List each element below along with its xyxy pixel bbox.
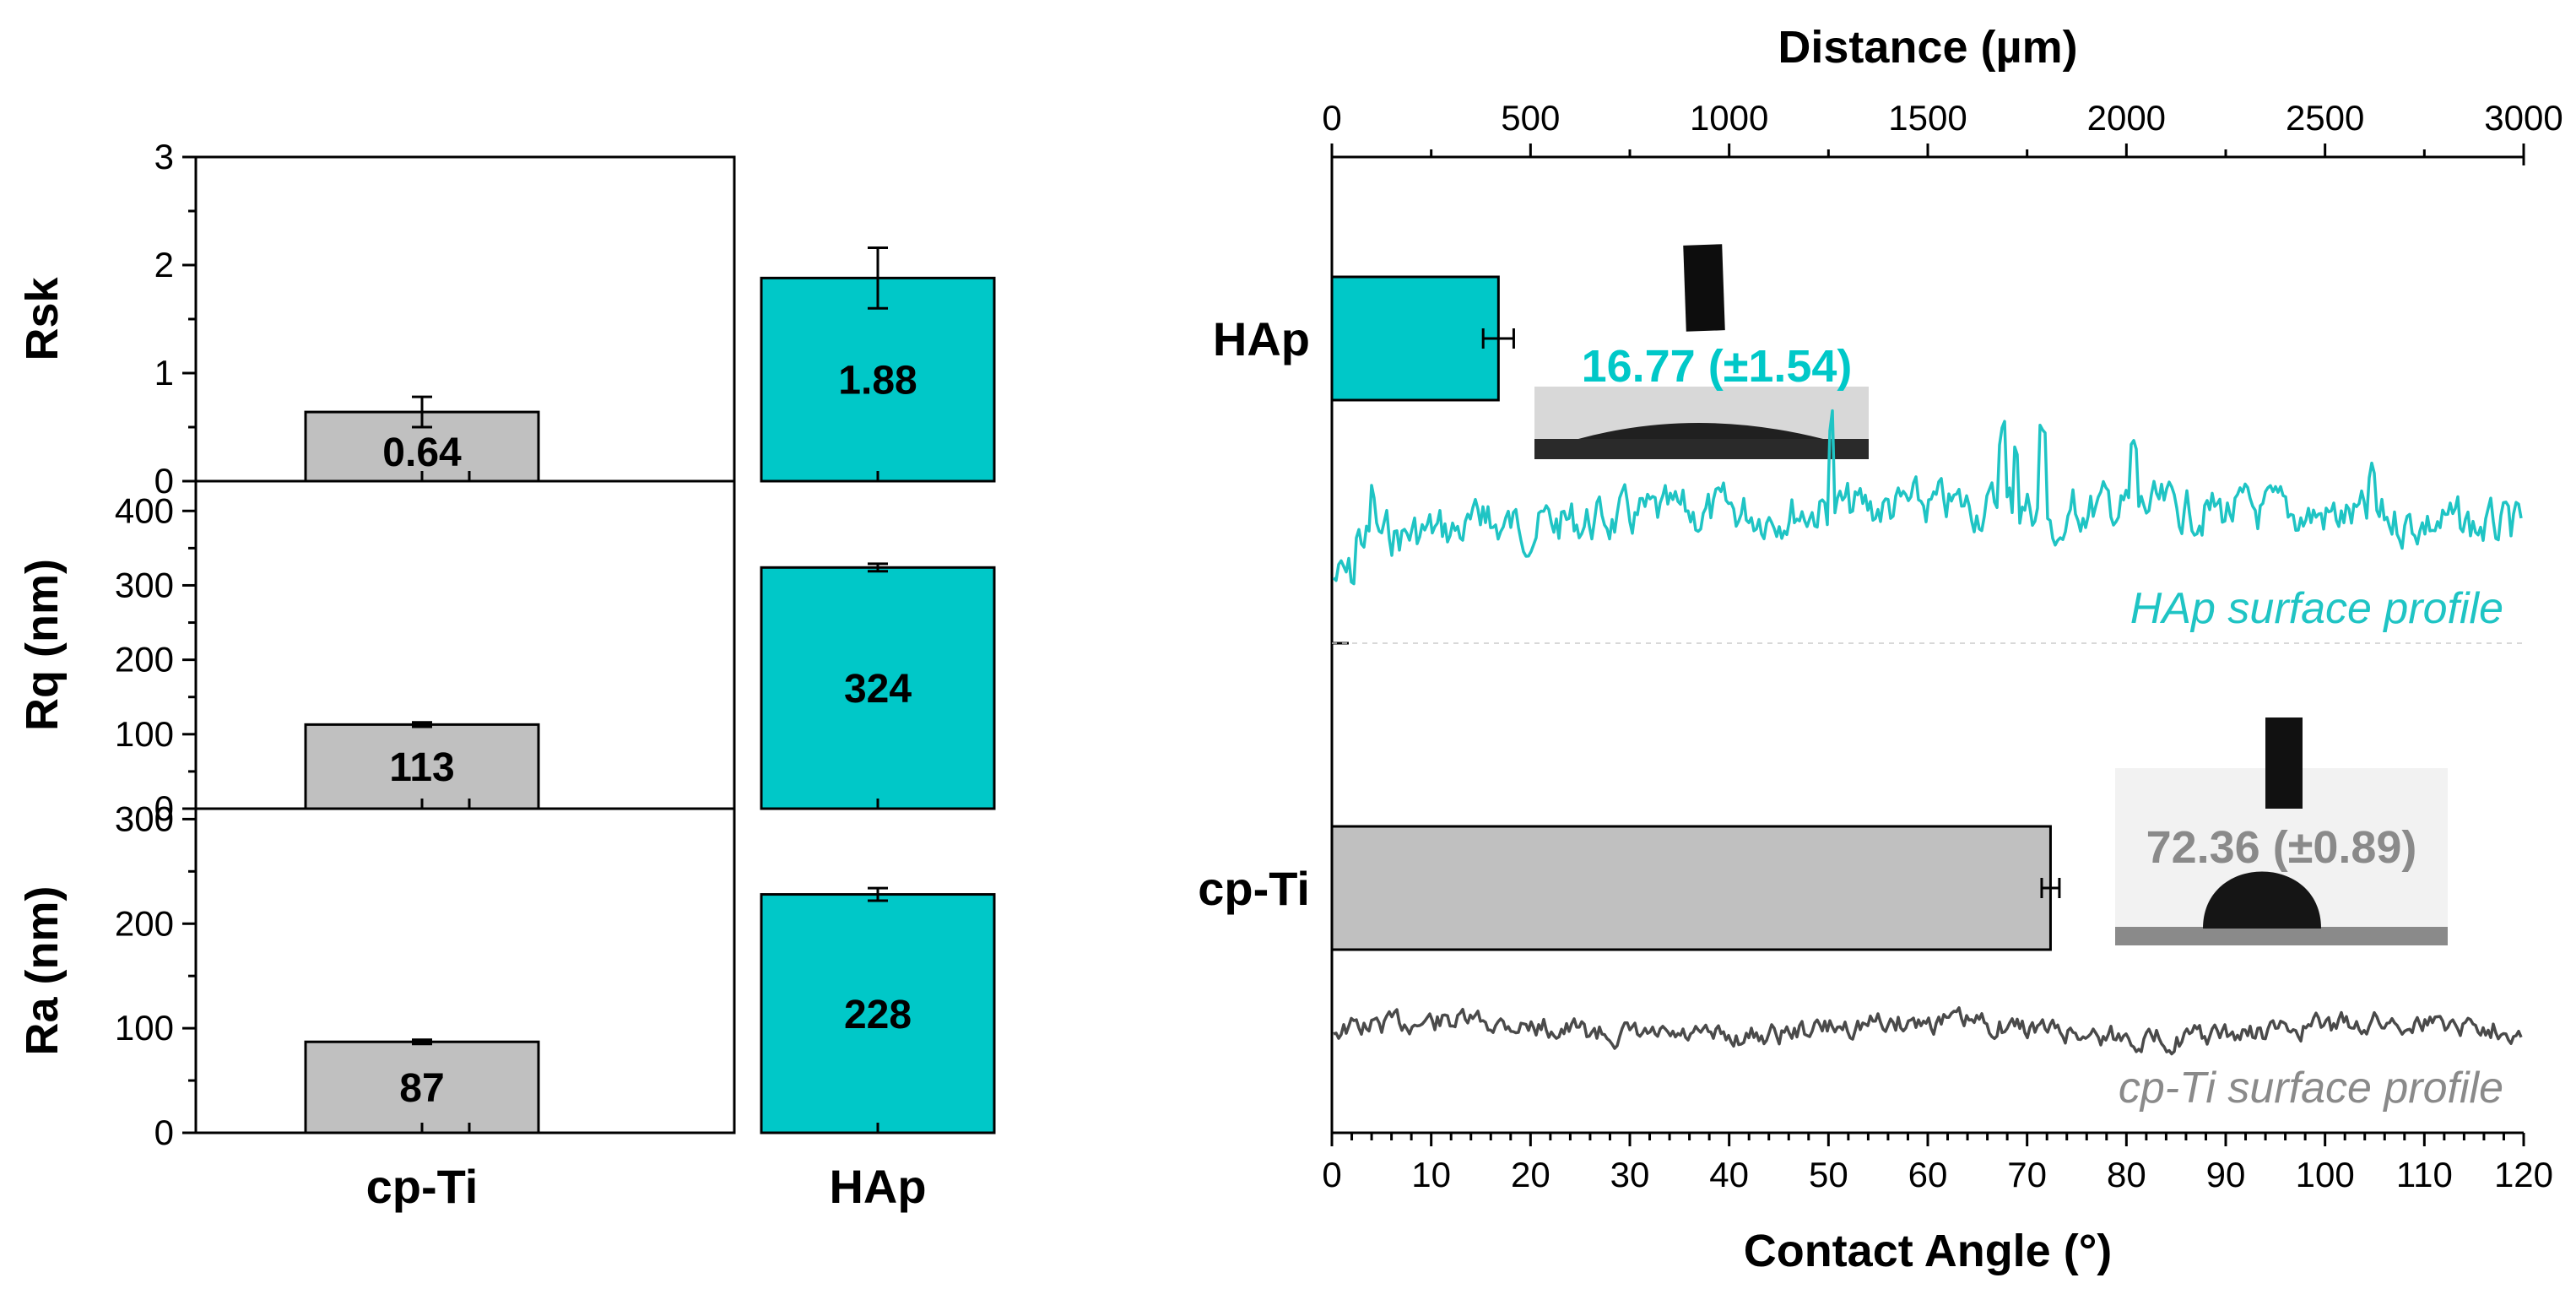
top-tick-label: 0 (1322, 98, 1341, 138)
ca-value-label-cpti: 72.36 (±0.89) (2146, 822, 2417, 873)
value-label-ra-cp-ti: 87 (399, 1066, 444, 1111)
x-tick-label: 60 (1908, 1155, 1948, 1194)
y-axis-title-rsk: Rsk (17, 277, 68, 361)
x-tick-label: 30 (1610, 1155, 1650, 1194)
y-tick-label: 3 (154, 137, 174, 176)
droplet-image-substrate (1534, 439, 1869, 459)
ca-value-label-hap: 16.77 (±1.54) (1582, 341, 1853, 392)
top-tick-label: 2000 (2087, 98, 2166, 138)
roughness-bar-chart: 0.64 1.88 0 1 2 3 Rsk 113 324 0 100 200 300 400 Rq (nm… (17, 137, 996, 1213)
x-tick-label: 40 (1709, 1155, 1749, 1194)
x-tick-label: 10 (1411, 1155, 1451, 1194)
hap-surface-profile-line (1332, 409, 2523, 586)
y-axis-title-ra: Ra (nm) (17, 886, 68, 1056)
y-tick-label: 0 (154, 788, 174, 828)
contact-angle-chart: 0 10 20 30 40 50 60 70 80 90 100 110 120 Contact Angl… (1198, 22, 2562, 1276)
x-tick-label: 50 (1809, 1155, 1848, 1194)
top-tick-label: 1000 (1690, 98, 1768, 138)
droplet-image-substrate (2115, 927, 2448, 945)
y-tick-label: 100 (115, 714, 174, 754)
top-tick-label: 3000 (2484, 98, 2562, 138)
x-tick-label: 0 (1322, 1155, 1341, 1194)
cpti-surface-profile-line (1333, 1006, 2523, 1056)
y-tick-label: 100 (115, 1008, 174, 1048)
water-droplet-icon (1578, 423, 1823, 439)
value-label-rq-hap: 324 (844, 667, 912, 712)
y-tick-label: 0 (154, 1113, 174, 1152)
panel-frame-ra (194, 807, 736, 1134)
hap-droplet-image (1534, 244, 1869, 459)
x-tick-label: 80 (2107, 1155, 2146, 1194)
syringe-needle-icon (2265, 717, 2303, 809)
ca-bar-cp-ti (1330, 825, 2052, 951)
value-label-rsk-cp-ti: 0.64 (382, 430, 462, 475)
y-tick-label: 300 (115, 799, 174, 838)
water-droplet-icon (2203, 871, 2321, 929)
x-tick-label: 120 (2494, 1155, 2553, 1194)
y-tick-label: 300 (115, 565, 174, 604)
y-tick-label: 200 (115, 903, 174, 943)
y-tick-label: 2 (154, 245, 174, 284)
cpti-droplet-image (2115, 717, 2448, 945)
bar-ra-cp-ti (304, 1040, 540, 1134)
x-tick-label: 70 (2007, 1155, 2047, 1194)
y-tick-label: 200 (115, 640, 174, 680)
panel-rsk: 0.64 1.88 0 1 2 3 Rsk (17, 137, 996, 501)
y-tick-label: 1 (154, 353, 174, 393)
value-label-rq-cp-ti: 113 (389, 745, 454, 790)
top-tick-label: 500 (1501, 98, 1560, 138)
syringe-needle-icon (1683, 244, 1725, 332)
panel-rq: 113 324 0 100 200 300 400 Rq (nm) (17, 479, 996, 828)
x-tick-label: 110 (2396, 1155, 2453, 1194)
x-category-label-hap: HAp (829, 1160, 926, 1213)
x-tick-label: 100 (2296, 1155, 2355, 1194)
bar-ra-hap (760, 893, 996, 1134)
y-tick-label: 400 (115, 490, 174, 530)
x-tick-label: 90 (2206, 1155, 2246, 1194)
value-label-rsk-hap: 1.88 (838, 359, 917, 403)
hap-profile-label: HAp surface profile (2130, 584, 2503, 633)
ca-bar-hap (1330, 275, 1500, 402)
bar-rq-cp-ti (304, 723, 540, 810)
cpti-profile-label: cp-Ti surface profile (2119, 1064, 2503, 1113)
y-tick-label: 0 (154, 461, 174, 501)
panel-ra: 87 228 0 100 200 300 Ra (nm) (17, 799, 996, 1152)
top-tick-label: 1500 (1888, 98, 1967, 138)
value-label-ra-hap: 228 (844, 993, 912, 1037)
y-category-label-cp-ti: cp-Ti (1198, 862, 1310, 915)
y-category-label-hap: HAp (1213, 312, 1310, 366)
top-tick-label: 2500 (2286, 98, 2364, 138)
x-tick-label: 20 (1511, 1155, 1550, 1194)
x-axis-title: Contact Angle (°) (1744, 1226, 2113, 1276)
top-axis-title: Distance (µm) (1778, 22, 2077, 73)
x-category-label-cp-ti: cp-Ti (366, 1160, 479, 1213)
y-axis-title-rq: Rq (nm) (17, 559, 68, 731)
